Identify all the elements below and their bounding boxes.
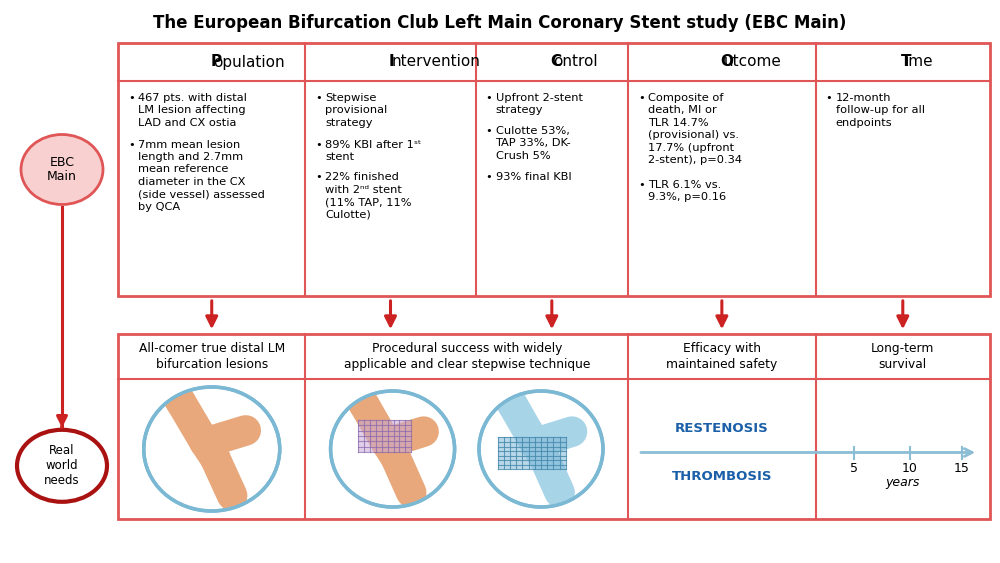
Text: •: • [128,140,135,150]
Text: ntervention: ntervention [392,55,481,69]
Text: P: P [210,55,221,69]
Bar [498,437,566,470]
Text: RESTENOSIS: RESTENOSIS [675,422,769,435]
Text: •: • [315,172,322,182]
Text: 89% KBI after 1ˢᵗ
stent: 89% KBI after 1ˢᵗ stent [325,140,422,162]
Text: C: C [494,55,506,69]
Text: 5: 5 [850,462,858,475]
Ellipse shape [144,387,280,511]
Text: I: I [497,55,503,69]
Text: THROMBOSIS: THROMBOSIS [672,471,772,484]
Text: 12-month
follow-up for all
endpoints: 12-month follow-up for all endpoints [836,93,925,128]
Ellipse shape [479,391,603,507]
Text: Control: Control [524,55,579,69]
Text: T: T [495,55,505,69]
Text: P: P [494,55,506,69]
Text: 93% final KBI: 93% final KBI [496,172,571,182]
Text: ontrol: ontrol [553,55,598,69]
Text: The European Bifurcation Club Left Main Coronary Stent study (EBC Main): The European Bifurcation Club Left Main … [153,14,847,32]
Text: utcome: utcome [723,55,781,69]
Text: C: C [550,55,561,69]
Text: All-comer true distal LM
bifurcation lesions: All-comer true distal LM bifurcation les… [139,342,285,371]
Text: EBC
Main: EBC Main [47,155,77,184]
Text: Intervention: Intervention [344,55,437,69]
Text: •: • [486,172,492,182]
Text: 10: 10 [902,462,918,475]
Text: TLR 6.1% vs.
9.3%, p=0.16: TLR 6.1% vs. 9.3%, p=0.16 [648,180,726,203]
Text: Real
world
needs: Real world needs [44,444,80,488]
Text: Composite of
death, MI or
TLR 14.7%
(provisional) vs.
17.7% (upfront
2-stent), p: Composite of death, MI or TLR 14.7% (pro… [648,93,742,165]
Text: •: • [486,126,492,136]
Text: opulation: opulation [213,55,285,69]
Text: years: years [886,476,920,489]
Ellipse shape [21,135,103,204]
Text: •: • [826,93,832,103]
Text: O: O [720,55,733,69]
Text: •: • [638,93,645,103]
Text: •: • [486,93,492,103]
Text: 15: 15 [954,462,970,475]
Text: 467 pts. with distal
LM lesion affecting
LAD and CX ostia: 467 pts. with distal LM lesion affecting… [138,93,247,128]
Text: •: • [315,93,322,103]
Text: •: • [315,140,322,150]
Text: 7mm mean lesion
length and 2.7mm
mean reference
diameter in the CX
(side vessel): 7mm mean lesion length and 2.7mm mean re… [138,140,265,212]
Text: T: T [901,55,912,69]
Text: 22% finished
with 2ⁿᵈ stent
(11% TAP, 11%
Culotte): 22% finished with 2ⁿᵈ stent (11% TAP, 11… [325,172,412,220]
Text: •: • [128,93,135,103]
Text: •: • [638,180,645,190]
Text: I: I [389,55,395,69]
Bar [118,43,990,296]
Text: Stepwise
provisional
strategy: Stepwise provisional strategy [325,93,388,128]
Text: ime: ime [904,55,933,69]
Text: Upfront 2-stent
strategy: Upfront 2-stent strategy [496,93,583,115]
Ellipse shape [17,430,107,502]
Text: Long-term
survival: Long-term survival [871,342,934,371]
Bar [358,420,411,452]
Bar [118,334,990,519]
Text: Efficacy with
maintained safety: Efficacy with maintained safety [666,342,777,371]
Ellipse shape [331,391,455,507]
Text: Culotte 53%,
TAP 33%, DK-
Crush 5%: Culotte 53%, TAP 33%, DK- Crush 5% [496,126,571,161]
Text: Population: Population [172,55,252,69]
Text: O: O [494,55,507,69]
Text: Time: Time [884,55,922,69]
Text: Outcome: Outcome [687,55,757,69]
Text: Procedural success with widely
applicable and clear stepwise technique: Procedural success with widely applicabl… [344,342,590,371]
